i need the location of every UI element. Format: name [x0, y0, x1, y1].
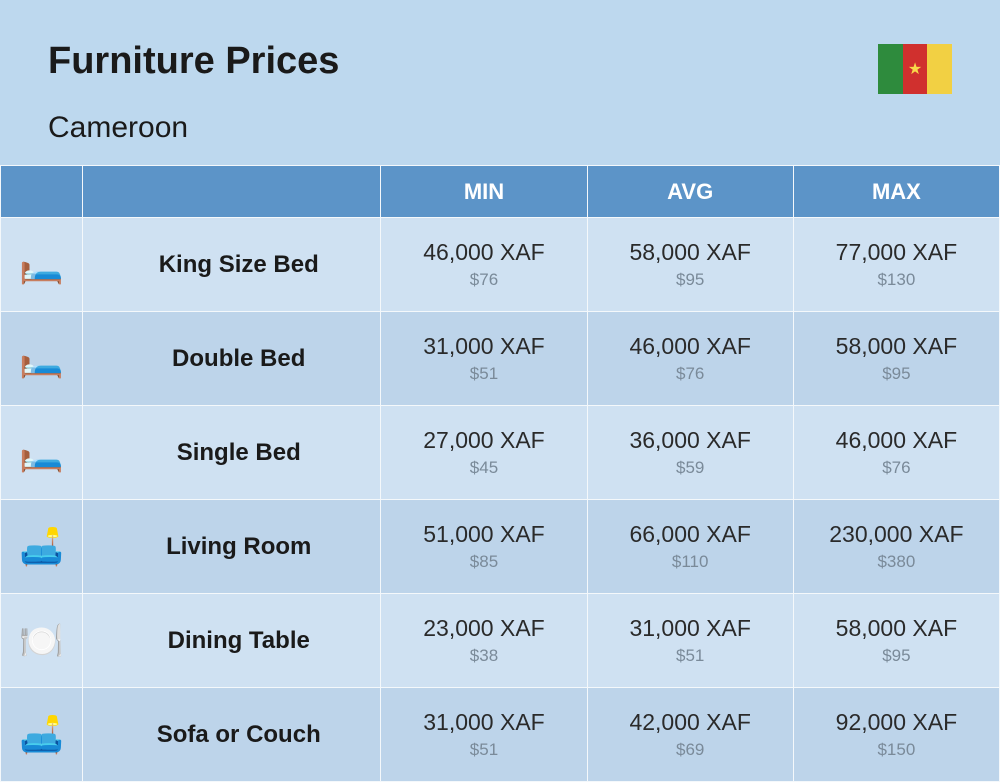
price-xaf: 42,000 XAF — [588, 709, 793, 736]
cell-max: 230,000 XAF $380 — [793, 500, 999, 594]
table-row: 🍽️ Dining Table 23,000 XAF $38 31,000 XA… — [1, 594, 1000, 688]
price-xaf: 36,000 XAF — [588, 427, 793, 454]
cell-min: 23,000 XAF $38 — [381, 594, 587, 688]
price-usd: $380 — [794, 552, 999, 572]
price-xaf: 46,000 XAF — [588, 333, 793, 360]
country-name: Cameroon — [48, 111, 339, 145]
cell-max: 92,000 XAF $150 — [793, 688, 999, 782]
country-flag: ★ — [878, 44, 952, 94]
cell-min: 46,000 XAF $76 — [381, 218, 587, 312]
price-xaf: 66,000 XAF — [588, 521, 793, 548]
price-usd: $85 — [381, 552, 586, 572]
price-usd: $45 — [381, 458, 586, 478]
furniture-icon: 🛋️ — [1, 688, 83, 782]
price-usd: $150 — [794, 740, 999, 760]
price-xaf: 92,000 XAF — [794, 709, 999, 736]
table-row: 🛋️ Living Room 51,000 XAF $85 66,000 XAF… — [1, 500, 1000, 594]
price-usd: $51 — [588, 646, 793, 666]
price-usd: $95 — [794, 646, 999, 666]
cell-min: 27,000 XAF $45 — [381, 406, 587, 500]
table-header-row: MIN AVG MAX — [1, 166, 1000, 218]
price-xaf: 58,000 XAF — [794, 615, 999, 642]
furniture-name: Living Room — [83, 500, 381, 594]
cell-avg: 42,000 XAF $69 — [587, 688, 793, 782]
price-xaf: 46,000 XAF — [794, 427, 999, 454]
furniture-name: Double Bed — [83, 312, 381, 406]
furniture-icon: 🛋️ — [1, 500, 83, 594]
price-usd: $38 — [381, 646, 586, 666]
prices-table: MIN AVG MAX 🛏️ King Size Bed 46,000 XAF … — [0, 165, 1000, 782]
cell-min: 51,000 XAF $85 — [381, 500, 587, 594]
furniture-icon: 🛏️ — [1, 406, 83, 500]
page-title: Furniture Prices — [48, 40, 339, 83]
price-usd: $95 — [588, 270, 793, 290]
price-xaf: 31,000 XAF — [588, 615, 793, 642]
flag-stripe-1 — [878, 44, 903, 94]
furniture-name: King Size Bed — [83, 218, 381, 312]
price-usd: $130 — [794, 270, 999, 290]
table-row: 🛏️ Double Bed 31,000 XAF $51 46,000 XAF … — [1, 312, 1000, 406]
furniture-name: Single Bed — [83, 406, 381, 500]
price-xaf: 46,000 XAF — [381, 239, 586, 266]
cell-min: 31,000 XAF $51 — [381, 688, 587, 782]
price-usd: $76 — [794, 458, 999, 478]
furniture-icon: 🍽️ — [1, 594, 83, 688]
cell-min: 31,000 XAF $51 — [381, 312, 587, 406]
col-max: MAX — [793, 166, 999, 218]
col-name — [83, 166, 381, 218]
price-usd: $76 — [588, 364, 793, 384]
furniture-name: Sofa or Couch — [83, 688, 381, 782]
cell-avg: 31,000 XAF $51 — [587, 594, 793, 688]
furniture-icon: 🛏️ — [1, 218, 83, 312]
cell-max: 77,000 XAF $130 — [793, 218, 999, 312]
col-min: MIN — [381, 166, 587, 218]
price-usd: $51 — [381, 364, 586, 384]
price-usd: $59 — [588, 458, 793, 478]
col-avg: AVG — [587, 166, 793, 218]
price-xaf: 31,000 XAF — [381, 333, 586, 360]
table-row: 🛏️ Single Bed 27,000 XAF $45 36,000 XAF … — [1, 406, 1000, 500]
price-xaf: 230,000 XAF — [794, 521, 999, 548]
cell-avg: 58,000 XAF $95 — [587, 218, 793, 312]
price-xaf: 51,000 XAF — [381, 521, 586, 548]
table-row: 🛏️ King Size Bed 46,000 XAF $76 58,000 X… — [1, 218, 1000, 312]
price-xaf: 58,000 XAF — [794, 333, 999, 360]
cell-max: 58,000 XAF $95 — [793, 312, 999, 406]
price-xaf: 23,000 XAF — [381, 615, 586, 642]
furniture-icon: 🛏️ — [1, 312, 83, 406]
page-header: Furniture Prices Cameroon ★ — [0, 0, 1000, 165]
cell-avg: 46,000 XAF $76 — [587, 312, 793, 406]
price-usd: $51 — [381, 740, 586, 760]
price-usd: $69 — [588, 740, 793, 760]
price-xaf: 31,000 XAF — [381, 709, 586, 736]
furniture-name: Dining Table — [83, 594, 381, 688]
cell-avg: 36,000 XAF $59 — [587, 406, 793, 500]
cell-max: 46,000 XAF $76 — [793, 406, 999, 500]
table-row: 🛋️ Sofa or Couch 31,000 XAF $51 42,000 X… — [1, 688, 1000, 782]
price-xaf: 77,000 XAF — [794, 239, 999, 266]
flag-star-icon: ★ — [908, 59, 922, 79]
price-xaf: 58,000 XAF — [588, 239, 793, 266]
price-usd: $76 — [381, 270, 586, 290]
cell-max: 58,000 XAF $95 — [793, 594, 999, 688]
header-left: Furniture Prices Cameroon — [48, 40, 339, 145]
cell-avg: 66,000 XAF $110 — [587, 500, 793, 594]
flag-stripe-3 — [927, 44, 952, 94]
price-usd: $95 — [794, 364, 999, 384]
col-icon — [1, 166, 83, 218]
price-xaf: 27,000 XAF — [381, 427, 586, 454]
price-usd: $110 — [588, 552, 793, 572]
